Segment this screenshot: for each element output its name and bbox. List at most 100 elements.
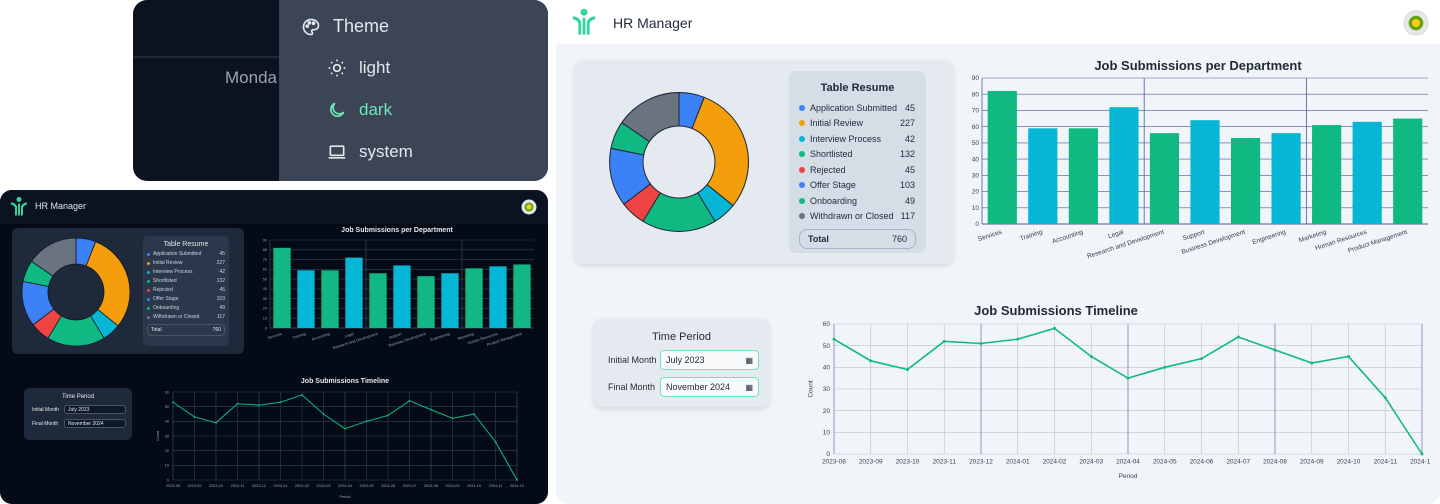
legend-value: 103	[899, 180, 915, 191]
timeline-point	[869, 359, 873, 363]
department-bar-chart: 0 10 20 30 40 50 60 70 80 90 Services Training Accou…	[263, 238, 534, 350]
legend-value: 42	[219, 269, 225, 275]
x-tick-label: 2023-12	[252, 484, 266, 488]
theme-option-label: dark	[359, 100, 393, 119]
bar	[321, 270, 339, 328]
x-tick-label: 2024-11	[489, 484, 503, 488]
initial-month-row: Initial Month July 2023	[32, 405, 132, 414]
bar	[1230, 138, 1261, 224]
time-period-title: Time Period	[61, 394, 95, 400]
legend-value: 42	[904, 133, 915, 144]
final-month-input[interactable]: November 2024	[64, 419, 126, 428]
x-tick-label: 2023-08	[166, 484, 180, 488]
timeline-chart-title: Job Submissions Timeline	[300, 378, 390, 385]
dark-dashboard: HR Manager Table Resume Application Subm…	[0, 190, 548, 504]
final-month-row: Final Month November 2024 ▦	[608, 377, 769, 397]
x-tick-label: 2024-07	[403, 484, 417, 488]
legend-dot	[147, 252, 150, 256]
final-month-label: Final Month	[608, 382, 656, 392]
table-resume-total: Total 760	[147, 324, 225, 336]
timeline-chart-title: Job Submissions Timeline	[974, 303, 1138, 318]
legend-label: Offer Stage	[810, 180, 856, 191]
legend-value: 45	[219, 287, 225, 293]
legend-value: 227	[899, 118, 915, 129]
bar	[489, 266, 507, 328]
legend-value: 132	[216, 278, 225, 284]
x-tick-label: Marketing	[457, 332, 474, 341]
x-tick-label: 2024-11	[1374, 459, 1398, 466]
status-card: Table Resume Application Submitted 45 Init…	[12, 228, 244, 354]
theme-menu: Theme light dark system	[279, 0, 548, 181]
bar	[393, 265, 411, 328]
legend-value: 117	[900, 211, 915, 222]
table-resume-row: Rejected 45	[147, 287, 225, 293]
legend-label: Shortlisted	[153, 278, 177, 284]
final-month-input[interactable]: November 2024 ▦	[660, 377, 759, 397]
x-tick-label: 2024-07	[1226, 459, 1250, 466]
timeline-point	[1163, 365, 1167, 369]
y-axis-label: Count	[156, 430, 160, 441]
timeline-point	[215, 421, 217, 424]
bar	[1068, 128, 1098, 224]
y-tick-label: 60	[165, 390, 169, 394]
theme-option-light[interactable]: light	[327, 58, 390, 78]
y-axis-label: Count	[808, 380, 815, 398]
initial-month-input[interactable]: July 2023	[64, 405, 126, 414]
legend-dot	[799, 213, 805, 220]
y-tick-label: 50	[165, 405, 169, 409]
avatar[interactable]	[1403, 10, 1429, 36]
table-resume-title: Table Resume	[163, 241, 209, 248]
timeline-point	[451, 417, 454, 420]
y-tick-label: 90	[972, 75, 980, 82]
timeline-line-chart: 0 10 20 30 40 50 60 2023-08 2023-09 2023-10 2023-1…	[156, 390, 524, 499]
total-label: Total	[151, 327, 162, 333]
bar	[441, 273, 459, 328]
x-tick-label: 2024-05	[1153, 459, 1177, 466]
timeline-point	[408, 399, 411, 402]
table-resume-row: Withdrawn or Closed 117	[147, 314, 225, 320]
x-tick-label: 2024-09	[1300, 459, 1324, 466]
timeline-point	[322, 413, 325, 415]
initial-month-label: Initial Month	[608, 355, 657, 365]
legend-label: Application Submitted	[153, 251, 202, 257]
bar-chart-title: Job Submissions per Department	[1094, 58, 1302, 73]
bar	[1190, 120, 1220, 224]
timeline-point	[365, 420, 368, 423]
theme-option-label: system	[359, 142, 413, 161]
y-tick-label: 0	[826, 451, 830, 458]
theme-option-system[interactable]: system	[327, 142, 413, 162]
y-tick-label: 50	[823, 343, 831, 350]
bar	[987, 90, 1017, 224]
table-resume-row: Interview Process 42	[147, 269, 225, 275]
table-resume-row: Shortlisted 132	[789, 147, 926, 163]
legend-value: 49	[904, 195, 915, 206]
legend-label: Onboarding	[153, 305, 180, 311]
bar	[369, 273, 387, 328]
x-tick-label: 2023-11	[933, 459, 957, 466]
app-logo-icon	[11, 197, 27, 216]
bar	[465, 268, 483, 328]
y-tick-label: 10	[823, 430, 831, 437]
legend-label: Rejected	[810, 164, 846, 175]
y-tick-label: 20	[823, 408, 831, 415]
x-tick-label: 2024-06	[381, 484, 395, 488]
status-card: Table Resume Application Submitted 45 Init…	[575, 60, 953, 264]
x-tick-label: 2024-08	[1263, 459, 1287, 466]
bar	[1393, 118, 1423, 224]
x-tick-label: 2023-08	[822, 459, 846, 466]
bar	[1028, 128, 1058, 224]
avatar[interactable]	[521, 199, 537, 215]
timeline-point	[172, 401, 174, 404]
y-tick-label: 0	[265, 326, 267, 330]
calendar-icon[interactable]: ▦	[745, 382, 753, 392]
x-tick-label: 2024-10	[1337, 459, 1361, 466]
legend-dot	[147, 261, 150, 265]
time-period-card: Time Period Initial Month July 2023 Fina…	[24, 388, 132, 440]
app-logo-icon	[572, 8, 596, 35]
y-tick-label: 40	[165, 420, 169, 424]
total-value: 760	[891, 234, 907, 244]
theme-label: Theme	[333, 16, 390, 36]
theme-option-dark[interactable]: dark	[327, 100, 392, 120]
initial-month-input[interactable]: July 2023 ▦	[660, 350, 759, 370]
calendar-icon[interactable]: ▦	[745, 355, 753, 365]
